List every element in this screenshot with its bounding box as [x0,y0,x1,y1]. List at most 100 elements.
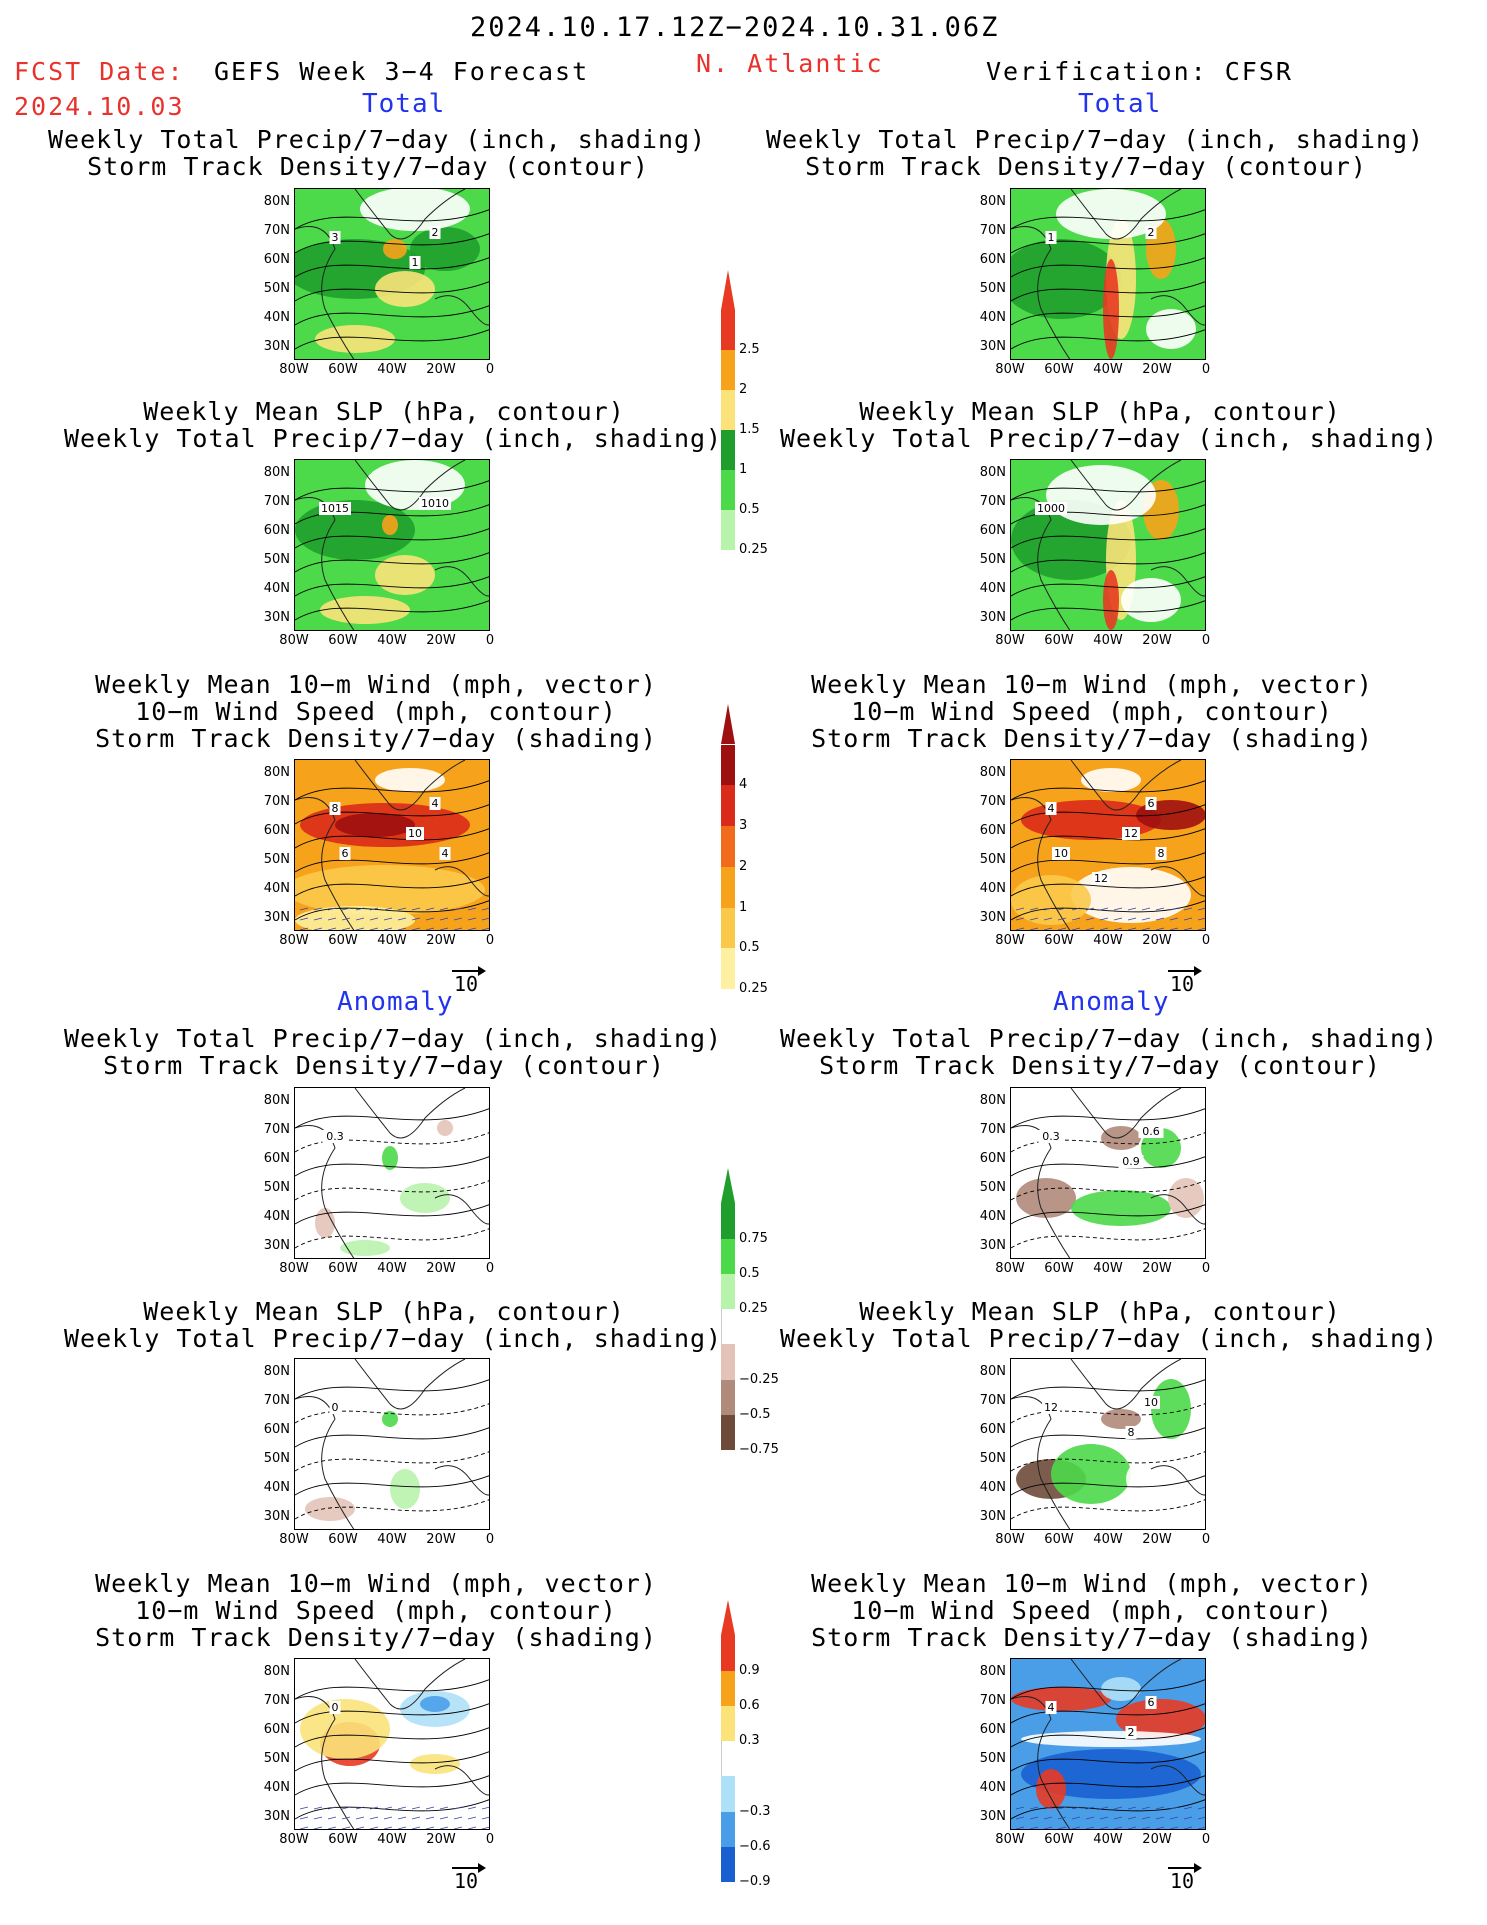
colorbar-tick-label: 4 [739,777,748,793]
contour-line [295,1451,489,1472]
shading-region [382,1411,398,1427]
contour-line [295,1204,489,1225]
contour-line [295,1679,489,1700]
contour-label-box [429,797,441,810]
wind-vector [1169,1816,1179,1820]
latitude-tick-label: 40N [979,1780,1006,1795]
shading-region [320,596,410,624]
contour-label: 12 [1044,1401,1058,1414]
colorbar-tick-label: 0.5 [739,1265,760,1281]
contour-line [1011,1703,1205,1724]
longitude-tick-label: 40W [377,1261,407,1276]
longitude-tick-label: 80W [995,633,1025,648]
longitude-tick-label: 0 [485,1832,495,1847]
wind-vector [439,907,449,911]
wind-vector [1099,1806,1109,1810]
wind-vector [1085,1816,1095,1820]
wind-vector [383,1806,393,1810]
contour-label-box [1142,1396,1160,1409]
longitude-tick-label: 80W [279,633,309,648]
shading-region [1101,1126,1141,1150]
wind-vector [299,1826,309,1829]
contour-label-box [329,1401,341,1414]
map-canvas: 0.3 [295,1088,489,1258]
wind-vector [341,927,351,930]
wind-vector [425,917,435,921]
latitude-tick-label: 50N [263,1751,290,1766]
wind-vector [397,927,407,930]
map-canvas: 4 6 2 [1011,1659,1205,1829]
contour-label: 4 [442,847,449,860]
longitude-tick-label: 0 [1201,362,1211,377]
contour-label-box [1138,1125,1164,1138]
vector-reference-arrow: 10 [448,966,488,996]
contour-label-box [1045,802,1057,815]
longitude-tick-label: 20W [1142,1261,1172,1276]
latitude-tick-label: 80N [979,1093,1006,1108]
wind-vector [425,927,435,930]
wind-vector [411,1826,421,1829]
contour-line [1011,1799,1205,1820]
latitude-tick-label: 80N [979,1364,1006,1379]
colorbar-segment [721,1238,735,1274]
wind-vector [411,907,421,911]
wind-vector [1015,927,1025,930]
contour-label-box [1045,231,1057,244]
wind-vector [1197,907,1205,911]
latitude-tick-label: 80N [979,194,1006,209]
coastline [1011,1088,1205,1258]
longitude-tick-label: 80W [279,1261,309,1276]
colorbar-tick-label: 2 [739,382,748,397]
wind-vector [1127,907,1137,911]
longitude-tick-label: 40W [1093,1532,1123,1547]
contour-label: 1 [1048,231,1055,244]
longitude-tick-label: 20W [1142,1832,1172,1847]
colorbar-precip-anom: 0.75 0.5 0.25 −0.25 −0.5 −0.75 [721,1168,779,1457]
map-precip-storm-forecast-anom: 0.3 [294,1087,490,1259]
map-slp-precip-forecast-anom: 0 [294,1358,490,1530]
latitude-tick-label: 40N [979,310,1006,325]
shading-region [1021,1731,1201,1747]
wind-vector [355,917,365,921]
colorbar-segment [721,1203,735,1239]
contour-line [1011,1475,1205,1496]
wind-vector [425,907,435,911]
colorbar-tick-label: 3 [739,818,748,834]
wind-vector [341,1806,351,1810]
wind-vector [1029,927,1039,930]
colorbar-top-triangle [721,704,735,744]
contour-label-box [1155,847,1167,860]
wind-vector [1043,1826,1053,1829]
shading-region [1056,189,1166,239]
wind-vector [341,907,351,911]
contour-line [295,209,489,230]
shading-region [335,813,415,837]
wind-vector [1141,927,1151,930]
map-wind-storm-verif-anom: 4 6 2 [1010,1658,1206,1830]
contour-label-box [329,231,341,244]
contour-line [1011,1427,1205,1448]
wind-vector [481,907,489,911]
colorbar-tick-label: 0.3 [739,1733,760,1748]
wind-vector [1127,917,1137,921]
title-wind-storm-left-anom: Weekly Mean 10−m Wind (mph, vector) 10−m … [95,1569,657,1652]
longitude-tick-label: 20W [426,1261,456,1276]
shading-region [1121,578,1181,622]
wind-vector [383,1816,393,1820]
map-slp-precip-verif-total: 1000 [1010,459,1206,631]
wind-vector [1015,1806,1025,1810]
wind-vector [467,917,477,921]
latitude-tick-label: 40N [263,581,290,596]
wind-vector [1099,1826,1109,1829]
latitude-tick-label: 80N [263,194,290,209]
wind-vector [355,1816,365,1820]
wind-vector [481,1816,489,1820]
wind-vector [439,1816,449,1820]
wind-vector [425,1806,435,1810]
wind-vector [327,917,337,921]
wind-vector [397,907,407,911]
contour-label-box [1052,847,1070,860]
latitude-tick-label: 50N [979,281,1006,296]
contour-label-box [329,1701,341,1714]
